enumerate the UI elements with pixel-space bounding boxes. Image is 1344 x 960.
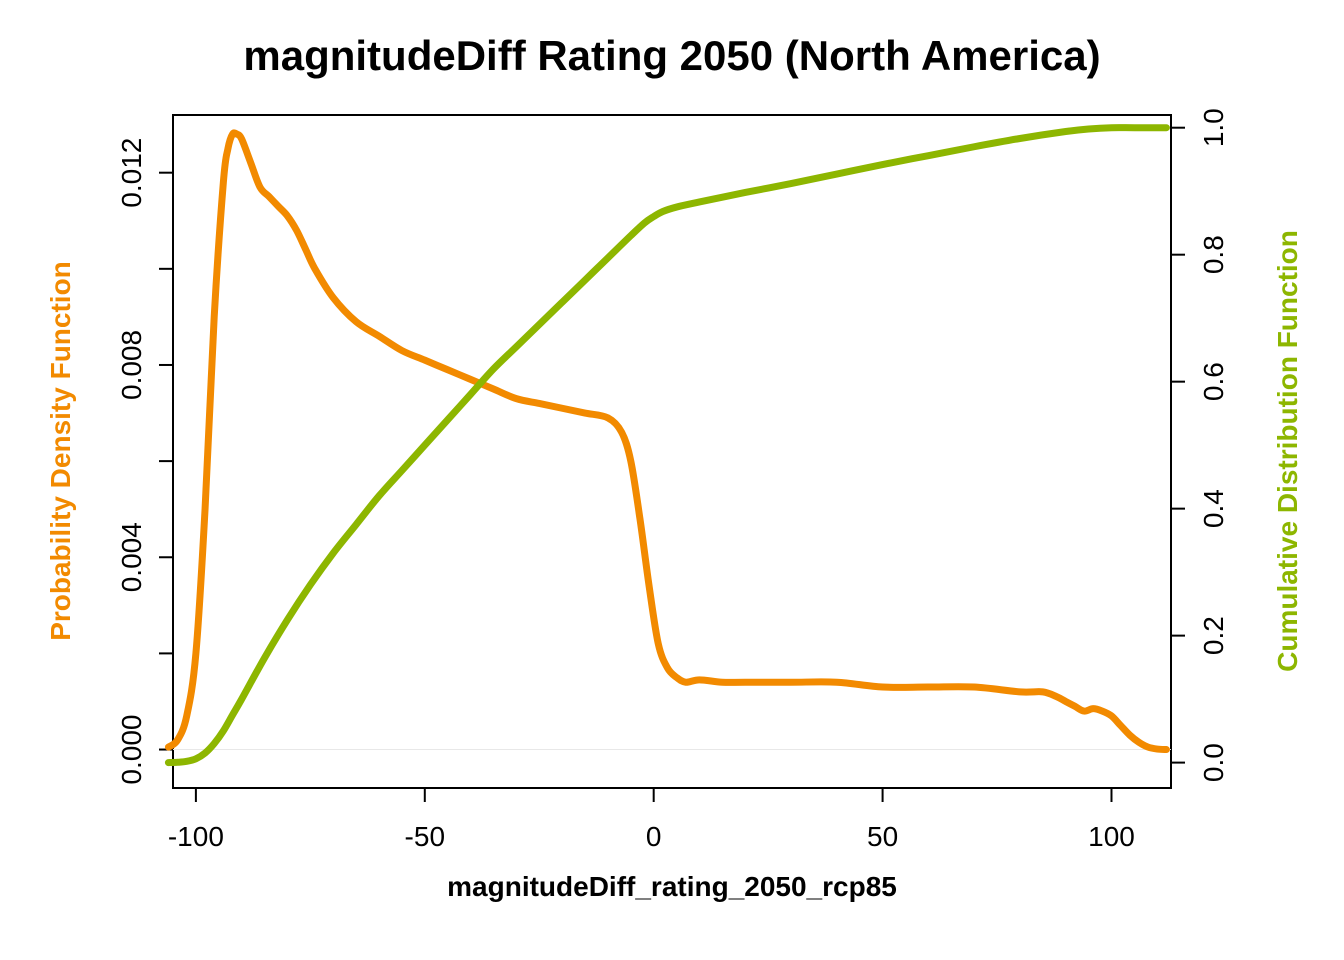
x-axis: -100 -50 0 50 100 [168, 787, 1135, 852]
x-axis-label: magnitudeDiff_rating_2050_rcp85 [447, 871, 897, 902]
y-axis-label-left: Probability Density Function [45, 261, 76, 641]
x-tick-label: -50 [405, 821, 445, 852]
y-right-tick-label: 0.4 [1198, 489, 1229, 528]
y-right-tick-label: 1.0 [1198, 108, 1229, 147]
y-right-tick-label: 0.2 [1198, 616, 1229, 655]
y-right-tick-label: 0.0 [1198, 743, 1229, 782]
x-tick-label: 50 [867, 821, 898, 852]
pdf-series-line [164, 129, 1170, 754]
y-left-tick-label: 0.004 [116, 522, 147, 592]
x-tick-label: -100 [168, 821, 224, 852]
y-left-tick-label: 0.000 [116, 715, 147, 785]
y-left-tick-label: 0.008 [116, 330, 147, 400]
x-tick-label: 0 [646, 821, 662, 852]
y-axis-left: 0.000 0.004 0.008 0.012 [116, 138, 174, 785]
x-tick-label: 100 [1088, 821, 1135, 852]
y-axis-right: 0.0 0.2 0.4 0.6 0.8 1.0 [1170, 108, 1229, 782]
y-right-tick-label: 0.8 [1198, 235, 1229, 274]
plot-frame [172, 114, 1172, 789]
y-left-tick-label: 0.012 [116, 138, 147, 208]
y-right-tick-label: 0.6 [1198, 362, 1229, 401]
cdf-series-line [164, 124, 1170, 767]
y-axis-label-right: Cumulative Distribution Function [1272, 230, 1303, 672]
chart-title: magnitudeDiff Rating 2050 (North America… [243, 32, 1100, 79]
series-layer [164, 124, 1170, 767]
